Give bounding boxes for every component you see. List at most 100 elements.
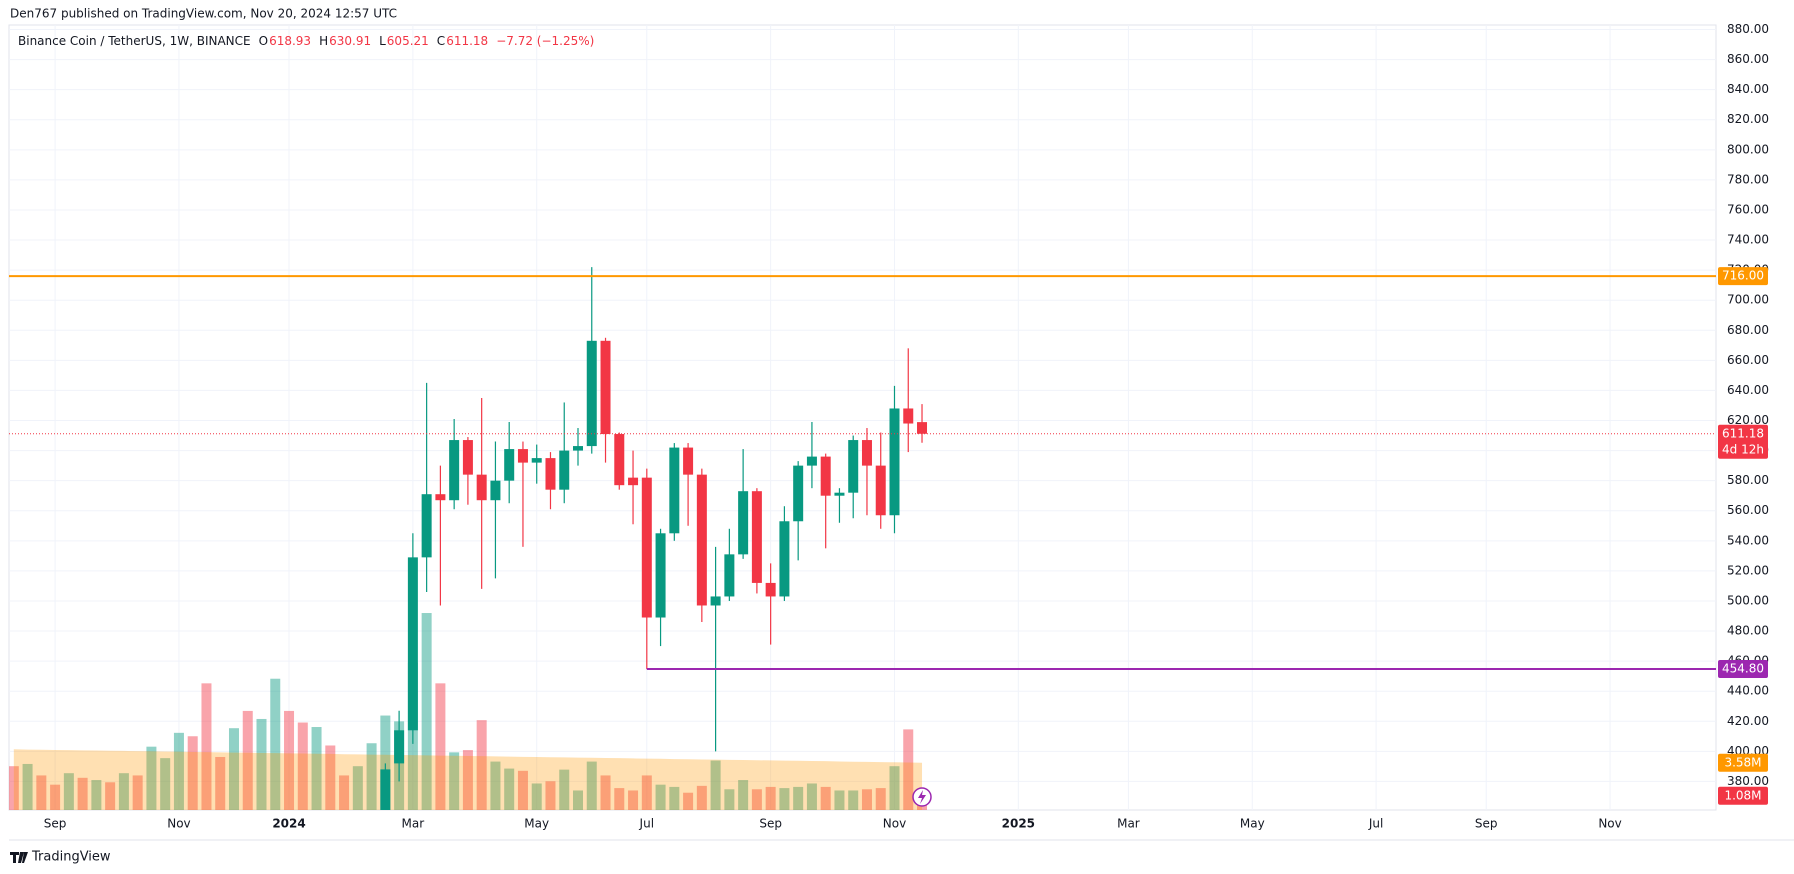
candle-body [669, 447, 680, 534]
candle-body [751, 491, 762, 583]
volume-bar [297, 722, 308, 810]
volume-bar [435, 683, 446, 810]
candle-body [820, 456, 831, 496]
volume-bar [146, 746, 157, 810]
volume-bar [628, 790, 639, 810]
legend-value: 618.93 [269, 34, 311, 48]
volume-bar [380, 715, 391, 810]
x-tick-label: Nov [883, 817, 906, 831]
candle-body [724, 554, 735, 597]
volume-ma-label: 3.58M [1724, 755, 1761, 769]
volume-bar [490, 761, 501, 810]
volume-bar [710, 760, 721, 810]
y-tick-label: 680.00 [1727, 323, 1769, 337]
candle-body [903, 408, 914, 424]
candle-body [435, 494, 446, 501]
candle-body [806, 456, 817, 466]
volume-bar [655, 784, 666, 810]
volume-bar [531, 783, 542, 810]
candle-body [779, 521, 790, 597]
y-tick-label: 520.00 [1727, 563, 1769, 577]
y-tick-label: 740.00 [1727, 233, 1769, 247]
legend-letter: C [437, 34, 445, 48]
legend-symbol: Binance Coin / TetherUS, 1W, BINANCE [18, 34, 251, 48]
x-tick-label: 2025 [1002, 817, 1035, 831]
candle-body [917, 422, 928, 434]
volume-bar [751, 789, 762, 810]
volume-bar [366, 743, 377, 810]
candle-body [834, 492, 845, 496]
volume-bar [449, 752, 460, 810]
candle-body [614, 434, 625, 486]
volume-bar [105, 782, 116, 810]
volume-bar [696, 785, 707, 810]
volume-bar [50, 784, 61, 810]
legend-value: 605.21 [387, 34, 429, 48]
y-tick-label: 420.00 [1727, 714, 1769, 728]
x-tick-label: Mar [1117, 817, 1140, 831]
brand-name: TradingView [31, 850, 111, 865]
volume-bar [504, 768, 515, 810]
candle-body [421, 494, 432, 558]
candle-body [655, 533, 666, 618]
y-tick-label: 820.00 [1727, 112, 1769, 126]
volume-bar [36, 775, 47, 810]
y-tick-label: 620.00 [1727, 413, 1769, 427]
volume-bar [820, 786, 831, 810]
x-tick-label: Nov [1598, 817, 1621, 831]
x-tick-label: Sep [44, 817, 67, 831]
candle-body [793, 465, 804, 522]
x-tick-label: 2024 [272, 817, 305, 831]
candle-body [573, 446, 583, 451]
volume-bar [793, 786, 804, 810]
volume-bar [545, 781, 556, 810]
volume-bar [118, 773, 129, 810]
volume-bar [311, 727, 322, 810]
volume-bar [834, 790, 845, 810]
candle-body [586, 340, 597, 447]
y-tick-label: 540.00 [1727, 533, 1769, 547]
candle-body [861, 440, 872, 466]
candle-body [462, 440, 473, 475]
volume-bar [476, 720, 487, 810]
plot-frame [8, 24, 1717, 811]
volume-bar [517, 770, 528, 810]
y-tick-label: 440.00 [1727, 684, 1769, 698]
candle-body [449, 440, 460, 501]
volume-bar [187, 736, 198, 810]
y-tick-label: 700.00 [1727, 293, 1769, 307]
volume-bar [586, 761, 597, 810]
candle-body [490, 480, 501, 501]
brand-logo [10, 852, 28, 863]
volume-bar [9, 766, 19, 810]
candle-body [476, 474, 487, 501]
volume-bar [352, 766, 363, 810]
candle-body [710, 596, 721, 606]
volume-bar [861, 789, 872, 810]
volume-ma-box [1718, 753, 1768, 772]
volume-bar [22, 763, 33, 810]
y-tick-label: 480.00 [1727, 624, 1769, 638]
volume-bar [600, 775, 611, 810]
countdown-label: 4d 12h [1722, 442, 1764, 456]
legend-letter: O [259, 34, 268, 48]
candle-body [380, 769, 391, 810]
volume-bar [228, 728, 239, 810]
candle-body [531, 458, 542, 463]
volume-bar [77, 777, 88, 810]
x-tick-label: Nov [167, 817, 190, 831]
volume-box [1718, 786, 1768, 805]
axes: 380.00400.00420.00440.00460.00480.00500.… [44, 22, 1769, 830]
y-tick-label: 580.00 [1727, 473, 1769, 487]
volume-bar [806, 783, 817, 810]
y-tick-label: 660.00 [1727, 353, 1769, 367]
volume-bar [614, 788, 625, 810]
candle-body [696, 474, 707, 606]
volume-bar [215, 756, 226, 810]
volume-bar [848, 790, 859, 810]
legend: Binance Coin / TetherUS, 1W, BINANCE O618… [18, 34, 594, 48]
volume-bar [256, 718, 267, 810]
volume-bar [173, 732, 184, 810]
y-tick-label: 500.00 [1727, 593, 1769, 607]
